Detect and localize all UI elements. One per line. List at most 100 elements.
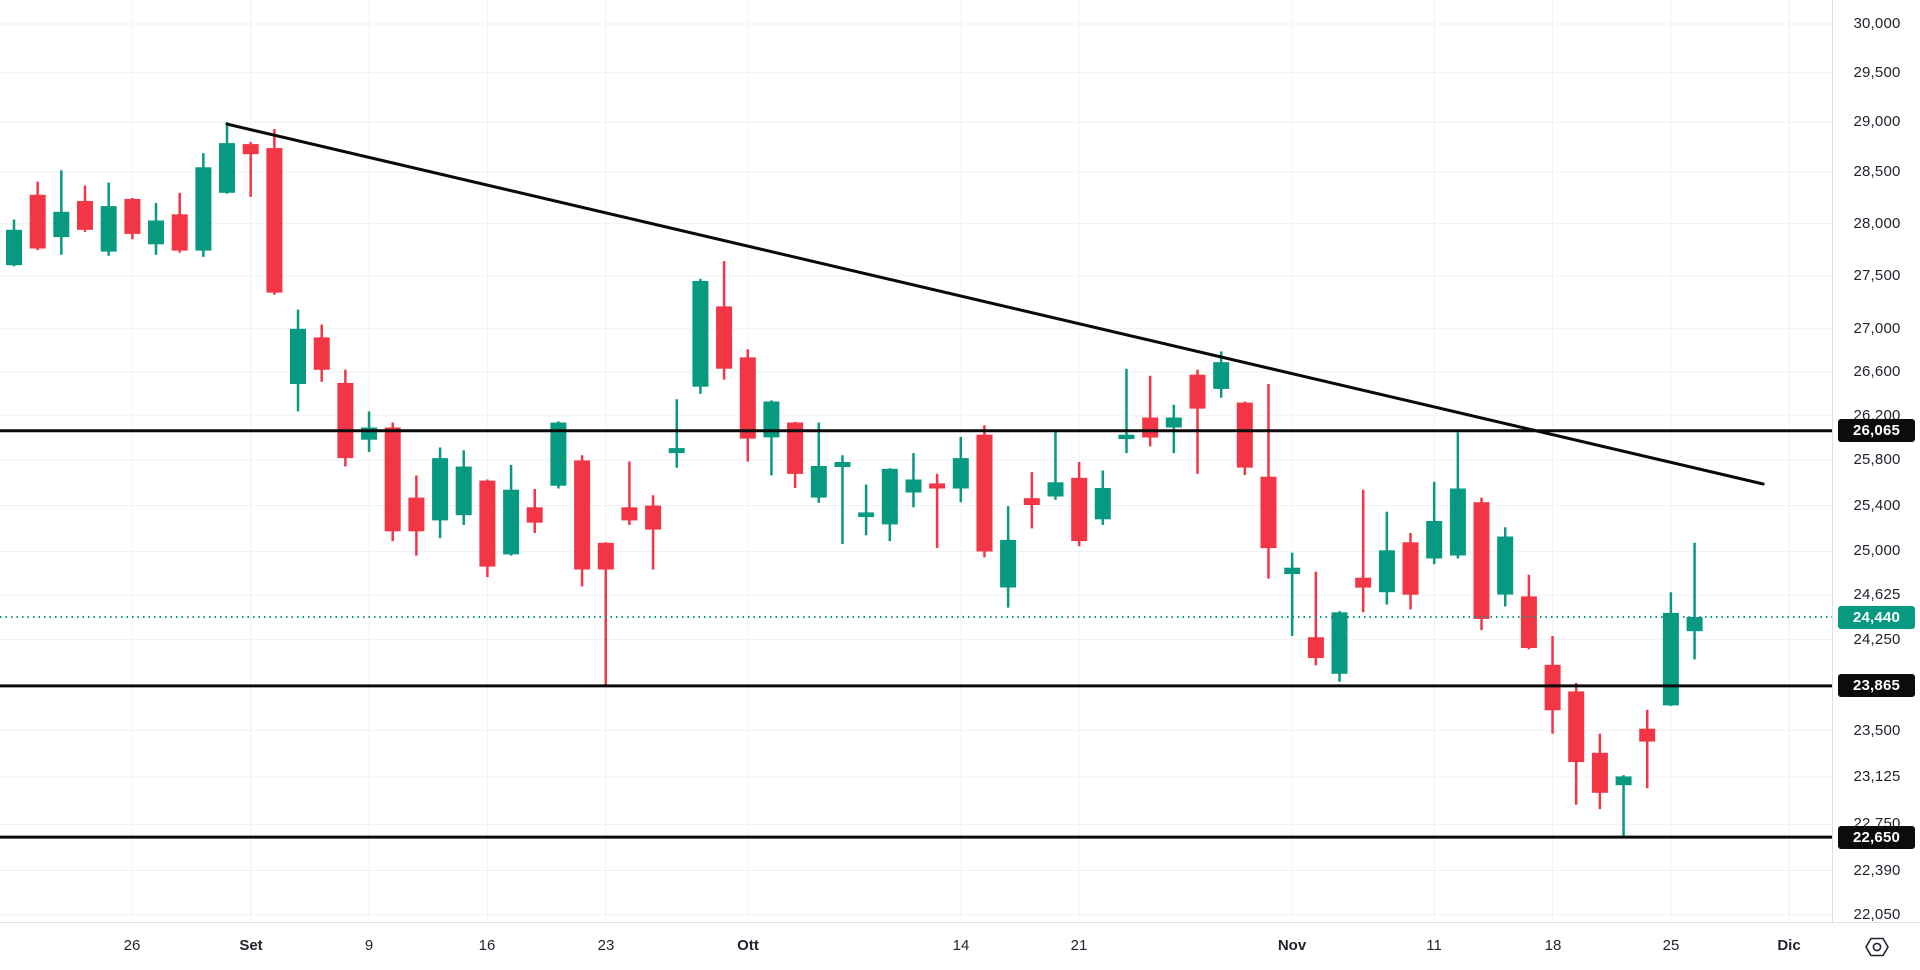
time-tick-label: 23 (597, 937, 615, 954)
gear-icon[interactable] (1864, 935, 1890, 959)
candle (77, 185, 93, 232)
price-level-badge: 23,865 (1838, 674, 1915, 697)
candle (1591, 733, 1608, 810)
candle (1284, 552, 1301, 636)
candle (6, 219, 22, 267)
time-tick-label: Nov (1277, 937, 1307, 954)
candle (479, 479, 496, 578)
time-tick-label: 16 (478, 937, 496, 954)
candle (242, 142, 259, 197)
candle (171, 192, 188, 253)
time-tick-label: 11 (1426, 937, 1442, 954)
candle (1142, 375, 1159, 447)
trendline[interactable] (225, 122, 1765, 486)
price-tick-label: 27,000 (1853, 320, 1901, 337)
price-tick-label: 22,050 (1853, 906, 1901, 923)
candle (905, 453, 922, 508)
candle (787, 421, 804, 488)
candle (1520, 574, 1537, 650)
candle (1473, 497, 1490, 631)
candle (148, 203, 164, 255)
candle (1189, 369, 1206, 474)
candle (881, 468, 898, 542)
price-level-badge: 22,650 (1838, 826, 1915, 849)
price-axis[interactable]: 30,000 29,500 29,000 28,500 28,000 27,500 27,0… (1832, 0, 1920, 923)
last-price-badge: 24,440 (1838, 606, 1915, 629)
candle (621, 461, 638, 525)
candle (952, 436, 969, 503)
price-tick-label: 26,600 (1853, 363, 1901, 380)
candle (29, 181, 46, 251)
price-tick-label: 25,400 (1853, 497, 1901, 514)
candle (1662, 592, 1679, 706)
candle (1378, 511, 1395, 605)
candle (1236, 401, 1253, 475)
candle (645, 495, 662, 570)
candle (1213, 351, 1230, 398)
candle (858, 484, 875, 536)
candle (1000, 506, 1017, 608)
price-tick-label: 22,390 (1853, 862, 1901, 879)
candle (550, 421, 567, 489)
candle (1165, 404, 1182, 454)
candle (976, 425, 993, 558)
candle (1260, 384, 1277, 579)
price-tick-label: 28,000 (1853, 215, 1901, 232)
gridlines (0, 0, 1832, 922)
time-tick-label: 25 (1662, 937, 1680, 954)
time-tick-label: Dic (1777, 937, 1801, 954)
candle (313, 324, 330, 382)
price-tick-label: 25,000 (1853, 542, 1901, 559)
candle (929, 473, 946, 548)
time-tick-label: Ott (737, 937, 759, 954)
time-axis[interactable]: 26 Set 9 16 23 Ott 14 21 Nov 11 18 25 Dic (0, 922, 1920, 970)
candle (834, 455, 851, 544)
candle (1118, 368, 1135, 454)
candle (503, 464, 520, 556)
price-tick-label: 24,250 (1853, 631, 1901, 648)
price-tick-label: 27,500 (1853, 267, 1901, 284)
candle (455, 450, 472, 525)
chart-plot-area[interactable] (0, 0, 1832, 922)
price-tick-label: 29,500 (1853, 64, 1901, 81)
price-tick-label: 25,800 (1853, 451, 1901, 468)
candle (219, 122, 235, 194)
candle (574, 455, 591, 587)
time-tick-label: 9 (364, 937, 374, 954)
candle (1307, 571, 1324, 666)
candle (1426, 481, 1443, 565)
candle (1355, 489, 1372, 613)
time-tick-label: Set (239, 937, 263, 954)
candle (384, 422, 401, 542)
time-tick-label: 21 (1070, 937, 1088, 954)
candle (1047, 429, 1064, 500)
price-tick-label: 24,625 (1853, 586, 1901, 603)
candlestick-chart (0, 0, 1832, 922)
candle (100, 182, 117, 256)
candle (1497, 527, 1514, 607)
candle (526, 489, 543, 533)
candle (1686, 542, 1703, 660)
candle (1402, 533, 1419, 610)
candle (1071, 462, 1088, 547)
time-tick-label: 14 (952, 937, 970, 954)
time-tick-label: 26 (123, 937, 141, 954)
candle (668, 399, 685, 468)
candle (597, 542, 614, 686)
candle (408, 475, 425, 556)
candlesticks (6, 122, 1703, 838)
candle (1568, 682, 1585, 805)
candle (1615, 775, 1632, 838)
candle (739, 349, 756, 462)
candle (195, 153, 212, 257)
candle (124, 197, 141, 240)
candle (1094, 470, 1111, 525)
candle (716, 261, 733, 380)
candle (810, 422, 827, 503)
candle (432, 447, 449, 539)
price-tick-label: 23,500 (1853, 722, 1901, 739)
candle (53, 170, 70, 255)
price-tick-label: 23,125 (1853, 768, 1901, 785)
candle (1639, 709, 1656, 789)
